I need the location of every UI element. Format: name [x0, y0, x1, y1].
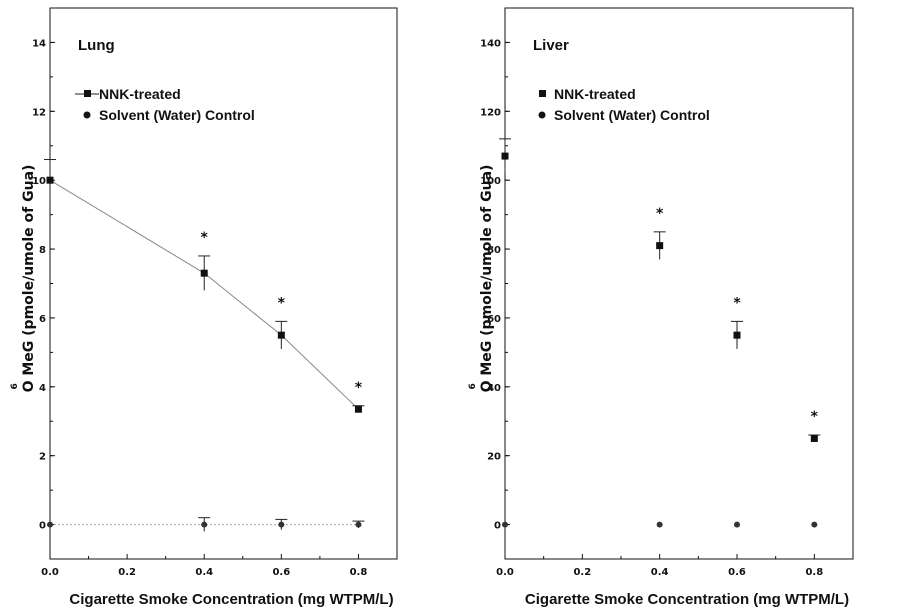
legend-label-control: Solvent (Water) Control: [99, 107, 255, 123]
data-point-nnk: [354, 405, 362, 413]
legend-marker-control: [83, 111, 91, 119]
legend-label-control: Solvent (Water) Control: [554, 107, 710, 123]
data-point-nnk: [200, 269, 208, 277]
y-tick-label: 12: [32, 107, 46, 118]
y-tick-label: 4: [39, 383, 46, 394]
significance-marker: *: [355, 380, 363, 396]
x-tick-label: 0.6: [272, 567, 290, 578]
data-point-control: [201, 521, 208, 528]
liver-panel: 0.0 0.2 0.4 0.6 0.8 0 20 40 60 80 100 120 140 Cigaret…: [468, 7, 854, 608]
data-point-control: [278, 521, 285, 528]
legend-marker-nnk: [539, 90, 546, 97]
legend-label-nnk: NNK-treated: [554, 86, 636, 102]
x-tick-label: 0.2: [118, 567, 136, 578]
x-axis-title: Cigarette Smoke Concentration (mg WTPM/L…: [525, 591, 849, 608]
data-point-control: [734, 521, 740, 528]
y-axis-title-text: O MeG (pmole/umole of Gua): [21, 165, 37, 393]
data-point-nnk: [46, 176, 54, 184]
y-tick-label: 8: [39, 245, 46, 256]
panel-title: Lung: [78, 37, 115, 54]
y-tick-label: 40: [487, 383, 501, 394]
legend-marker-nnk: [84, 90, 91, 97]
data-point-control: [47, 521, 53, 528]
significance-marker: *: [201, 230, 209, 246]
x-axis-title: Cigarette Smoke Concentration (mg WTPM/L…: [69, 591, 393, 608]
y-tick-label: 120: [480, 107, 501, 118]
data-point-nnk: [501, 152, 509, 160]
significance-marker: *: [278, 295, 286, 311]
y-tick-label: 80: [487, 245, 501, 256]
y-tick-label: 60: [487, 314, 501, 325]
data-point-nnk: [733, 331, 741, 339]
y-axis-title: O MeG (pmole/umole of Gua): [21, 165, 37, 393]
data-point-control: [811, 521, 818, 528]
y-tick-label: 2: [39, 452, 46, 463]
data-point-control: [656, 521, 663, 528]
x-tick-label: 0.6: [728, 567, 746, 578]
y-axis-title-superscript: 6: [10, 383, 20, 389]
data-point-nnk: [810, 434, 818, 442]
y-tick-label: 14: [32, 38, 46, 49]
significance-marker: *: [656, 206, 664, 222]
x-tick-label: 0.8: [805, 567, 823, 578]
y-axis-title-superscript: 6: [468, 383, 478, 389]
data-point-control: [502, 521, 508, 528]
x-tick-label: 0.4: [651, 567, 669, 578]
x-tick-label: 0.8: [350, 567, 368, 578]
y-tick-label: 140: [480, 38, 501, 49]
x-tick-label: 0.0: [496, 567, 514, 578]
x-tick-label: 0.4: [195, 567, 213, 578]
y-tick-label: 20: [487, 452, 501, 463]
x-tick-label: 0.2: [573, 567, 591, 578]
data-point-control: [355, 521, 362, 528]
data-point-nnk: [277, 331, 285, 339]
y-axis-title-text: O MeG (pmole/umole of Gua): [479, 165, 495, 393]
lung-panel: 0.0 0.2 0.4 0.6 0.8 0 2 4 6 8 10 12 14 Cigarette Smok…: [10, 7, 398, 608]
y-axis-title: O MeG (pmole/umole of Gua): [479, 165, 495, 393]
data-point-nnk: [656, 242, 664, 250]
significance-marker: *: [811, 409, 819, 425]
significance-marker: *: [733, 295, 741, 311]
y-tick-label: 10: [32, 176, 46, 187]
x-tick-label: 0.0: [41, 567, 59, 578]
legend-label-nnk: NNK-treated: [99, 86, 181, 102]
y-tick-label: 6: [39, 314, 46, 325]
panel-title: Liver: [533, 37, 569, 54]
y-tick-label: 0: [39, 521, 46, 532]
legend-marker-control: [538, 111, 546, 119]
y-tick-label: 0: [494, 521, 501, 532]
y-tick-label: 100: [480, 176, 501, 187]
series-line-nnk: [49, 179, 359, 410]
